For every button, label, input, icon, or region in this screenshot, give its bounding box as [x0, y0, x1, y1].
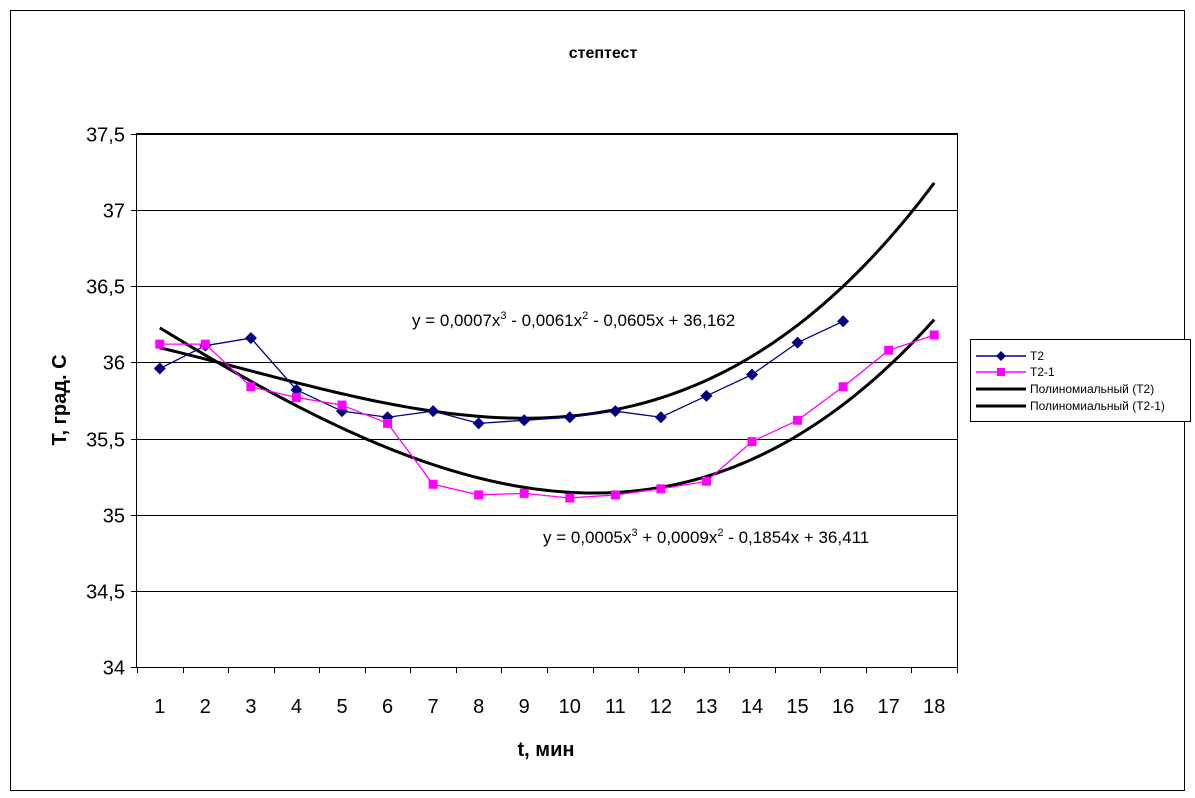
data-point-t2-1: [565, 493, 575, 503]
data-point-t2-1: [200, 339, 210, 349]
data-point-t2: [472, 417, 485, 430]
x-tick-label: 8: [473, 696, 484, 718]
x-tick-label: 2: [200, 696, 211, 718]
legend-label-trend-t2: Полиномиальный (T2): [1030, 382, 1154, 396]
data-point-t2-1: [929, 330, 939, 340]
x-tick-label: 7: [428, 696, 439, 718]
data-point-t2-1: [701, 476, 711, 486]
series-line-t2: [159, 320, 844, 424]
legend-marker-diamond: [996, 351, 1006, 361]
trendline-equation-t2: y = 0,0007x3 - 0,0061x2 - 0,0605x + 36,1…: [412, 310, 735, 330]
data-point-t2-1: [656, 484, 666, 494]
y-axis-title: T, град. С: [49, 354, 71, 445]
y-tick-label: 35: [103, 506, 125, 528]
x-tick-label: 12: [650, 696, 672, 718]
legend-label-t2: T2: [1030, 349, 1044, 363]
x-tick-label: 13: [695, 696, 717, 718]
chart-title: стептест: [569, 45, 638, 62]
data-point-t2-1: [246, 382, 256, 392]
data-point-t2-1: [838, 382, 848, 392]
data-point-t2-1: [884, 345, 894, 355]
data-point-t2: [700, 389, 713, 402]
trendline-equation-t2-1: y = 0,0005x3 + 0,0009x2 - 0,1854x + 36,4…: [543, 527, 869, 547]
y-tick-label: 34,5: [86, 582, 125, 604]
data-point-t2-1: [747, 437, 757, 447]
data-point-t2: [427, 405, 440, 418]
data-point-t2: [791, 336, 804, 349]
data-point-t2: [244, 332, 257, 345]
trendline-t2-1: [159, 318, 936, 495]
axes: [131, 134, 958, 673]
data-series: [153, 315, 939, 503]
data-point-t2: [290, 383, 303, 396]
data-point-t2-1: [155, 339, 165, 349]
legend-label-t2-1: T2-1: [1030, 365, 1055, 379]
data-point-t2-1: [474, 490, 484, 500]
data-point-t2: [654, 411, 667, 424]
data-point-t2: [153, 362, 166, 375]
data-point-t2-1: [337, 400, 347, 410]
data-point-t2-1: [610, 490, 620, 500]
legend-box: [970, 339, 1191, 422]
x-tick-label: 18: [923, 696, 945, 718]
x-tick-label: 11: [605, 696, 626, 718]
series-line-t2-1: [159, 334, 935, 499]
x-tick-label: 16: [832, 696, 854, 718]
y-tick-label: 36,5: [86, 277, 125, 299]
x-tick-label: 15: [786, 696, 808, 718]
data-point-t2: [563, 411, 576, 424]
data-point-t2-1: [383, 418, 393, 428]
x-tick-label: 4: [291, 696, 302, 718]
legend-marker-square: [997, 368, 1005, 376]
y-tick-label: 36: [103, 353, 125, 375]
gridlines: [137, 134, 957, 592]
y-tick-label: 37: [103, 201, 125, 223]
data-point-t2-1: [428, 479, 438, 489]
x-tick-label: 10: [559, 696, 581, 718]
data-point-t2-1: [291, 392, 301, 402]
data-point-t2: [746, 368, 758, 381]
data-point-t2: [837, 315, 850, 328]
y-tick-label: 35,5: [86, 430, 125, 452]
data-point-t2-1: [519, 488, 529, 498]
data-point-t2: [609, 405, 622, 418]
legend: T2 T2-1 Полиномиальный (T2) Полиномиальн…: [970, 339, 1191, 422]
x-axis-title: t, мин: [518, 739, 575, 761]
x-tick-label: 6: [382, 696, 393, 718]
x-tick-label: 17: [878, 696, 900, 718]
data-point-t2: [518, 414, 531, 427]
x-tick-label: 3: [245, 696, 256, 718]
y-tick-label: 34: [103, 658, 125, 680]
data-point-t2-1: [793, 415, 803, 425]
x-tick-label: 5: [336, 696, 347, 718]
plot-area-border: [136, 133, 958, 668]
x-tick-label: 9: [519, 696, 530, 718]
legend-label-trend-t2-1: Полиномиальный (T2-1): [1030, 399, 1165, 413]
y-tick-label: 37,5: [86, 125, 125, 147]
x-tick-label: 1: [154, 696, 165, 718]
x-tick-label: 14: [741, 696, 763, 718]
